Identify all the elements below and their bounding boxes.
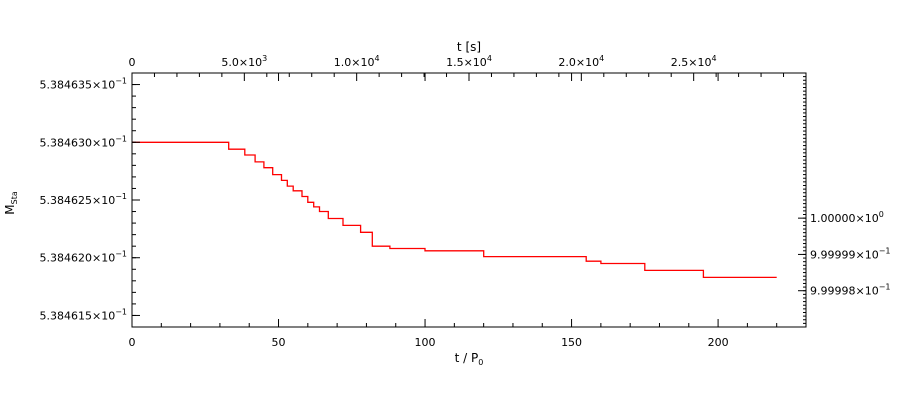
x-tick-label: 50: [272, 336, 286, 349]
y-tick-label: 5.384630×10−1: [40, 134, 128, 149]
x-tick-label: 200: [708, 336, 729, 349]
top-tick-label: 5.0×103: [221, 54, 267, 69]
y-tick-label: 5.384635×10−1: [40, 77, 128, 92]
ticks-layer: [131, 72, 807, 328]
x-tick-label: 0: [129, 336, 136, 349]
right-tick-label: 9.99998×10−1: [810, 283, 891, 298]
y-tick-label: 5.384620×10−1: [40, 250, 128, 265]
x-tick-label: 150: [561, 336, 582, 349]
top-tick-label: 0: [129, 56, 136, 69]
top-axis-title: t [s]: [457, 40, 481, 54]
top-tick-label: 2.0×104: [558, 54, 604, 69]
top-tick-label: 1.0×104: [334, 54, 380, 69]
x-tick-label: 100: [415, 336, 436, 349]
right-tick-label: 1.00000×100: [810, 210, 884, 225]
series-line: [132, 141, 777, 279]
top-tick-label: 2.5×104: [671, 54, 717, 69]
right-tick-label: 9.99999×10−1: [810, 246, 891, 261]
x-axis-title: t / P0: [455, 351, 484, 367]
y-tick-label: 5.384625×10−1: [40, 192, 128, 207]
top-tick-label: 1.5×104: [446, 54, 492, 69]
y-tick-label: 5.384615×10−1: [40, 307, 128, 322]
labels-layer: 0 50 100 150 200 0 5.0×103 1.0×104 1.5×104 2.0×10…: [40, 54, 891, 349]
plot-frame: [131, 72, 807, 328]
series-layer: [132, 141, 777, 279]
y-axis-title: MSta: [3, 191, 19, 215]
